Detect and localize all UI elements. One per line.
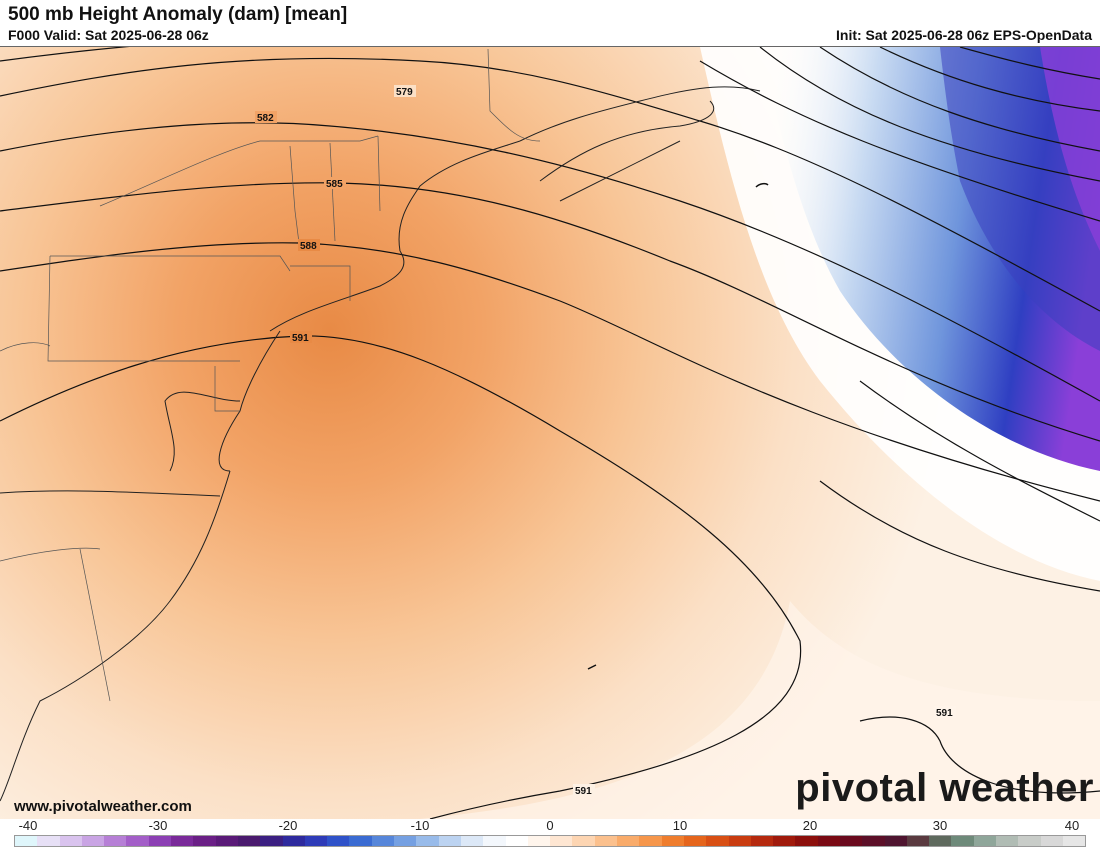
contour-label-group: 579 582 585 588 591 591 591 [255, 85, 956, 797]
map-panel[interactable]: 579 582 585 588 591 591 591 [0, 46, 1100, 819]
colorbar-swatch [617, 836, 640, 846]
colorbar-ticks: -40 -30 -20 -10 0 10 20 30 40 [0, 818, 1100, 834]
colorbar-swatch [438, 836, 461, 846]
island-mark [587, 664, 597, 670]
colorbar-swatch [996, 836, 1019, 846]
colorbar-swatch [527, 836, 551, 846]
colorbar [14, 835, 1086, 847]
colorbar-swatch [327, 836, 350, 846]
brand-logo: pivotal weather [795, 766, 1094, 810]
colorbar-tick: -20 [278, 818, 298, 833]
colorbar-swatch [728, 836, 751, 846]
website-link[interactable]: www.pivotalweather.com [14, 798, 192, 815]
colorbar-swatch [750, 836, 774, 846]
colorbar-swatch [505, 836, 528, 846]
colorbar-tick: 30 [932, 818, 948, 833]
contour-label: 591 [936, 708, 953, 719]
colorbar-swatch [483, 836, 506, 846]
colorbar-swatch [237, 836, 261, 846]
colorbar-swatch [215, 836, 238, 846]
colorbar-swatch [148, 836, 172, 846]
colorbar-swatch [37, 836, 60, 846]
colorbar-swatch [661, 836, 684, 846]
colorbar-tick: 0 [546, 818, 554, 833]
colorbar-swatch [884, 836, 907, 846]
colorbar-swatch [639, 836, 662, 846]
colorbar-swatch [929, 836, 952, 846]
colorbar-tick: -10 [410, 818, 430, 833]
colorbar-swatch [394, 836, 417, 846]
colorbar-swatch [906, 836, 930, 846]
colorbar-swatch [706, 836, 729, 846]
colorbar-swatch [839, 836, 863, 846]
valid-time: F000 Valid: Sat 2025-06-28 06z [8, 27, 209, 43]
colorbar-swatch [371, 836, 395, 846]
colorbar-swatch [572, 836, 595, 846]
colorbar-swatch [550, 836, 573, 846]
contour-label: 582 [257, 113, 274, 124]
cold-core-purple [1040, 47, 1100, 251]
colorbar-swatch [416, 836, 439, 846]
header: 500 mb Height Anomaly (dam) [mean] F000 … [0, 0, 1100, 46]
colorbar-tick: -40 [18, 818, 38, 833]
colorbar-swatch [951, 836, 974, 846]
colorbar-swatch [1062, 836, 1086, 846]
colorbar-swatch [126, 836, 149, 846]
colorbar-swatch [1018, 836, 1041, 846]
colorbar-swatch [773, 836, 796, 846]
colorbar-swatch [15, 836, 38, 846]
coastlines-borders [0, 86, 761, 802]
colorbar-swatch [683, 836, 707, 846]
state-borders [0, 48, 541, 702]
colorbar-tick: 40 [1064, 818, 1080, 833]
colorbar-tick: 10 [672, 818, 688, 833]
colorbar-swatch [349, 836, 372, 846]
colorbar-swatch [795, 836, 818, 846]
colorbar-swatch [260, 836, 283, 846]
colorbar-tick: 20 [802, 818, 818, 833]
colorbar-swatch [1040, 836, 1063, 846]
contour-label: 588 [300, 241, 317, 252]
colorbar-swatch [171, 836, 194, 846]
init-time: Init: Sat 2025-06-28 06z EPS-OpenData [836, 27, 1092, 43]
contour-label: 591 [575, 786, 592, 797]
contour-label: 591 [292, 333, 309, 344]
contour-label: 579 [396, 87, 413, 98]
island-mark [755, 182, 769, 188]
colorbar-swatch [594, 836, 618, 846]
colorbar-tick: -30 [148, 818, 168, 833]
map-canvas: 579 582 585 588 591 591 591 [0, 47, 1100, 819]
colorbar-swatch [104, 836, 127, 846]
colorbar-swatch [862, 836, 885, 846]
colorbar-swatch [59, 836, 82, 846]
pale-area-southeast [420, 601, 1100, 819]
colorbar-swatch [817, 836, 840, 846]
colorbar-swatch [193, 836, 216, 846]
map-title: 500 mb Height Anomaly (dam) [mean] [8, 4, 348, 25]
colorbar-swatch [973, 836, 997, 846]
colorbar-swatch [282, 836, 305, 846]
colorbar-swatch [304, 836, 328, 846]
colorbar-swatch [81, 836, 105, 846]
contour-label: 585 [326, 179, 343, 190]
colorbar-swatch [460, 836, 484, 846]
